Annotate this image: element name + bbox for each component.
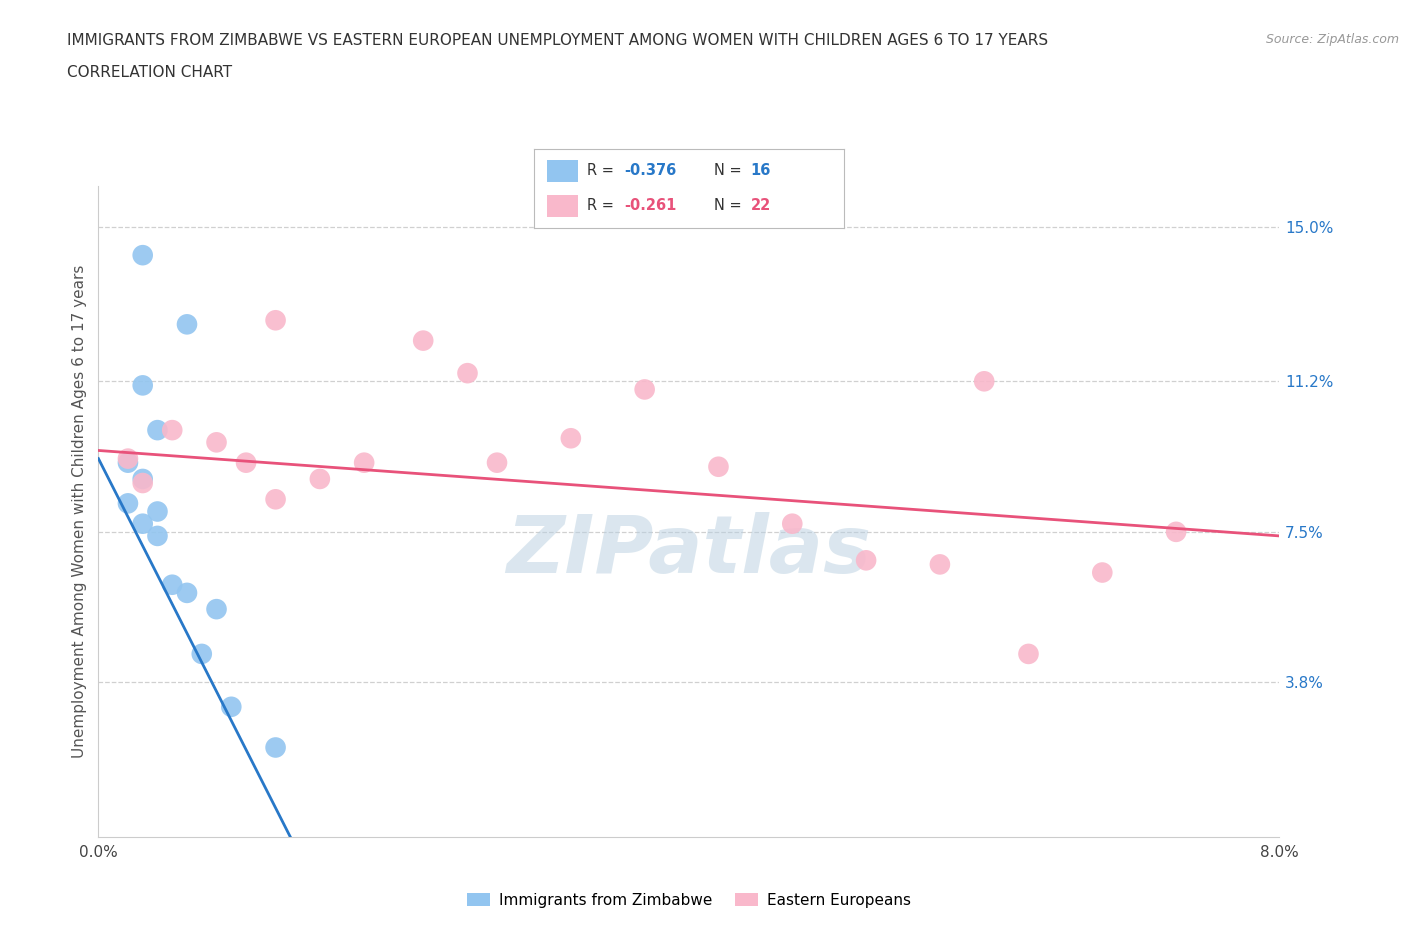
Text: -0.261: -0.261 xyxy=(624,198,676,213)
Point xyxy=(973,374,995,389)
Text: 16: 16 xyxy=(751,164,770,179)
Point xyxy=(560,431,582,445)
Point xyxy=(205,435,228,450)
Text: N =: N = xyxy=(714,164,747,179)
Text: R =: R = xyxy=(586,164,619,179)
Point xyxy=(1091,565,1114,580)
Point xyxy=(485,456,508,471)
Point xyxy=(132,472,155,486)
Point xyxy=(219,699,242,714)
Point xyxy=(132,516,155,531)
Point xyxy=(412,333,434,348)
Point xyxy=(132,247,155,262)
Text: N =: N = xyxy=(714,198,747,213)
Text: CORRELATION CHART: CORRELATION CHART xyxy=(67,65,232,80)
Text: ZIPatlas: ZIPatlas xyxy=(506,512,872,590)
Point xyxy=(855,553,877,568)
Point xyxy=(146,528,169,543)
Point xyxy=(117,456,139,471)
Text: 22: 22 xyxy=(751,198,770,213)
Point xyxy=(117,496,139,511)
Point xyxy=(146,504,169,519)
Text: IMMIGRANTS FROM ZIMBABWE VS EASTERN EUROPEAN UNEMPLOYMENT AMONG WOMEN WITH CHILD: IMMIGRANTS FROM ZIMBABWE VS EASTERN EURO… xyxy=(67,33,1049,47)
Point xyxy=(132,475,155,490)
Text: -0.376: -0.376 xyxy=(624,164,676,179)
Point xyxy=(456,365,478,380)
Point xyxy=(205,602,228,617)
Point xyxy=(146,423,169,438)
Point xyxy=(633,382,655,397)
Y-axis label: Unemployment Among Women with Children Ages 6 to 17 years: Unemployment Among Women with Children A… xyxy=(72,265,87,758)
Text: R =: R = xyxy=(586,198,619,213)
Text: Source: ZipAtlas.com: Source: ZipAtlas.com xyxy=(1265,33,1399,46)
Point xyxy=(176,586,198,601)
Point xyxy=(235,456,257,471)
Point xyxy=(308,472,332,486)
Point xyxy=(191,646,214,661)
Point xyxy=(264,492,287,507)
Point xyxy=(176,317,198,332)
Point xyxy=(132,378,155,392)
Point xyxy=(264,740,287,755)
Bar xyxy=(547,194,578,217)
Point xyxy=(117,451,139,466)
Point xyxy=(707,459,730,474)
Point xyxy=(1017,646,1039,661)
Point xyxy=(162,423,183,438)
Point xyxy=(264,312,287,327)
Point xyxy=(782,516,804,531)
Legend: Immigrants from Zimbabwe, Eastern Europeans: Immigrants from Zimbabwe, Eastern Europe… xyxy=(461,886,917,914)
Bar xyxy=(547,160,578,182)
Point xyxy=(353,456,375,471)
Point xyxy=(162,578,183,592)
Point xyxy=(1164,525,1187,539)
Point xyxy=(928,557,950,572)
